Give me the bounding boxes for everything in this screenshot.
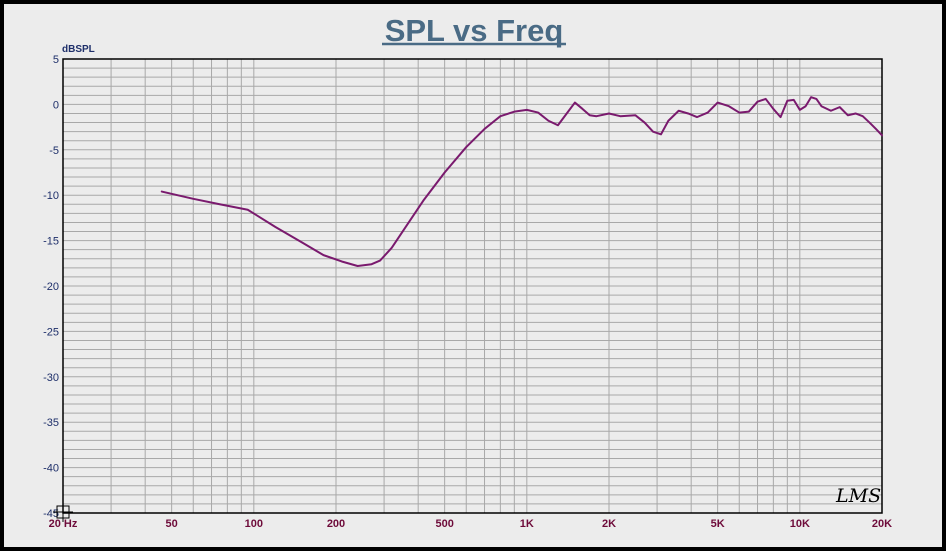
y-tick-label: -25 [43, 326, 59, 338]
x-tick-label: 1K [520, 518, 534, 530]
x-tick-label: 10K [790, 518, 810, 530]
x-tick-label: 500 [435, 518, 453, 530]
y-tick-label: -5 [49, 145, 59, 157]
grid [62, 58, 883, 514]
y-tick-label: -15 [43, 236, 59, 248]
y-tick-label: 5 [53, 54, 59, 66]
x-tick-label: 20K [872, 518, 892, 530]
spl-chart: SPL vs Freq dBSPL 50-5-10-15-20-25-30-35… [43, 13, 893, 530]
spl-series-line [160, 96, 883, 268]
y-axis-label: dBSPL [62, 44, 95, 55]
y-tick-label: -45 [43, 508, 59, 520]
x-tick-label: 5K [711, 518, 725, 530]
y-tick-label: -35 [43, 417, 59, 429]
crosshair-cursor-icon [53, 502, 73, 522]
x-tick-label: 20 Hz [49, 518, 78, 530]
x-tick-label: 100 [245, 518, 263, 530]
y-tick-label: 0 [53, 99, 59, 111]
y-tick-label: -10 [43, 190, 59, 202]
y-tick-labels: 5 0 -5 -10 -15 -20 -25 -30 -35 -40 -45 [43, 54, 59, 520]
y-tick-label: -40 [43, 463, 59, 475]
x-tick-labels: 20 Hz 50 100 200 500 1K 2K 5K 10K 20K [49, 518, 893, 530]
y-tick-label: -30 [43, 372, 59, 384]
plot-area [62, 58, 883, 514]
lms-logo: LMS [835, 485, 881, 507]
chart-frame: SPL vs Freq dBSPL 5 0 -5 -10 -15 -20 -25 -30 -35… [4, 4, 942, 547]
x-tick-label: 200 [327, 518, 345, 530]
x-tick-label: 2K [602, 518, 616, 530]
y-tick-label: -20 [43, 281, 59, 293]
x-tick-label: 50 [166, 518, 178, 530]
chart-title: SPL vs Freq [385, 13, 564, 48]
